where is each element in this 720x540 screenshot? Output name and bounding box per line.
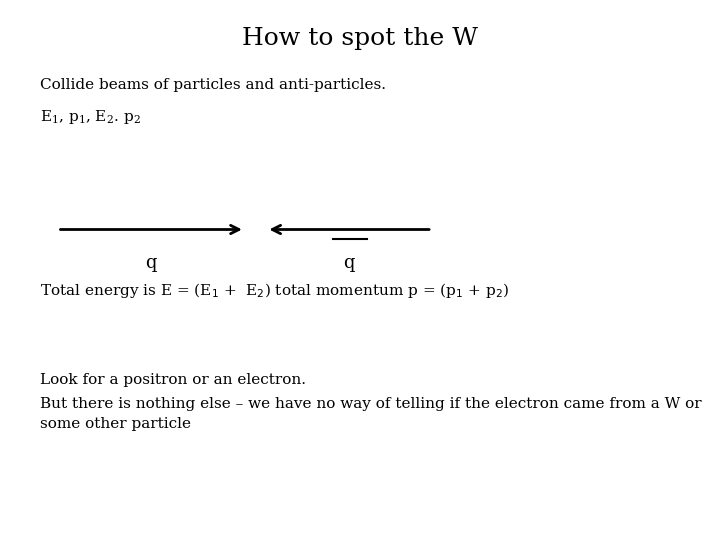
Text: But there is nothing else – we have no way of telling if the electron came from : But there is nothing else – we have no w… bbox=[40, 397, 701, 411]
Text: Total energy is E = (E$_1$ +  E$_2$) total momentum p = (p$_1$ + p$_2$): Total energy is E = (E$_1$ + E$_2$) tota… bbox=[40, 281, 509, 300]
Text: some other particle: some other particle bbox=[40, 417, 191, 431]
Text: q: q bbox=[343, 254, 355, 272]
Text: How to spot the W: How to spot the W bbox=[242, 27, 478, 50]
Text: q: q bbox=[145, 254, 157, 272]
Text: $\mathregular{E_1}$, $\mathregular{p_1}$, $\mathregular{E_2}$. $\mathregular{p_2: $\mathregular{E_1}$, $\mathregular{p_1}$… bbox=[40, 108, 140, 126]
Text: Collide beams of particles and anti-particles.: Collide beams of particles and anti-part… bbox=[40, 78, 386, 92]
Text: Look for a positron or an electron.: Look for a positron or an electron. bbox=[40, 373, 305, 387]
